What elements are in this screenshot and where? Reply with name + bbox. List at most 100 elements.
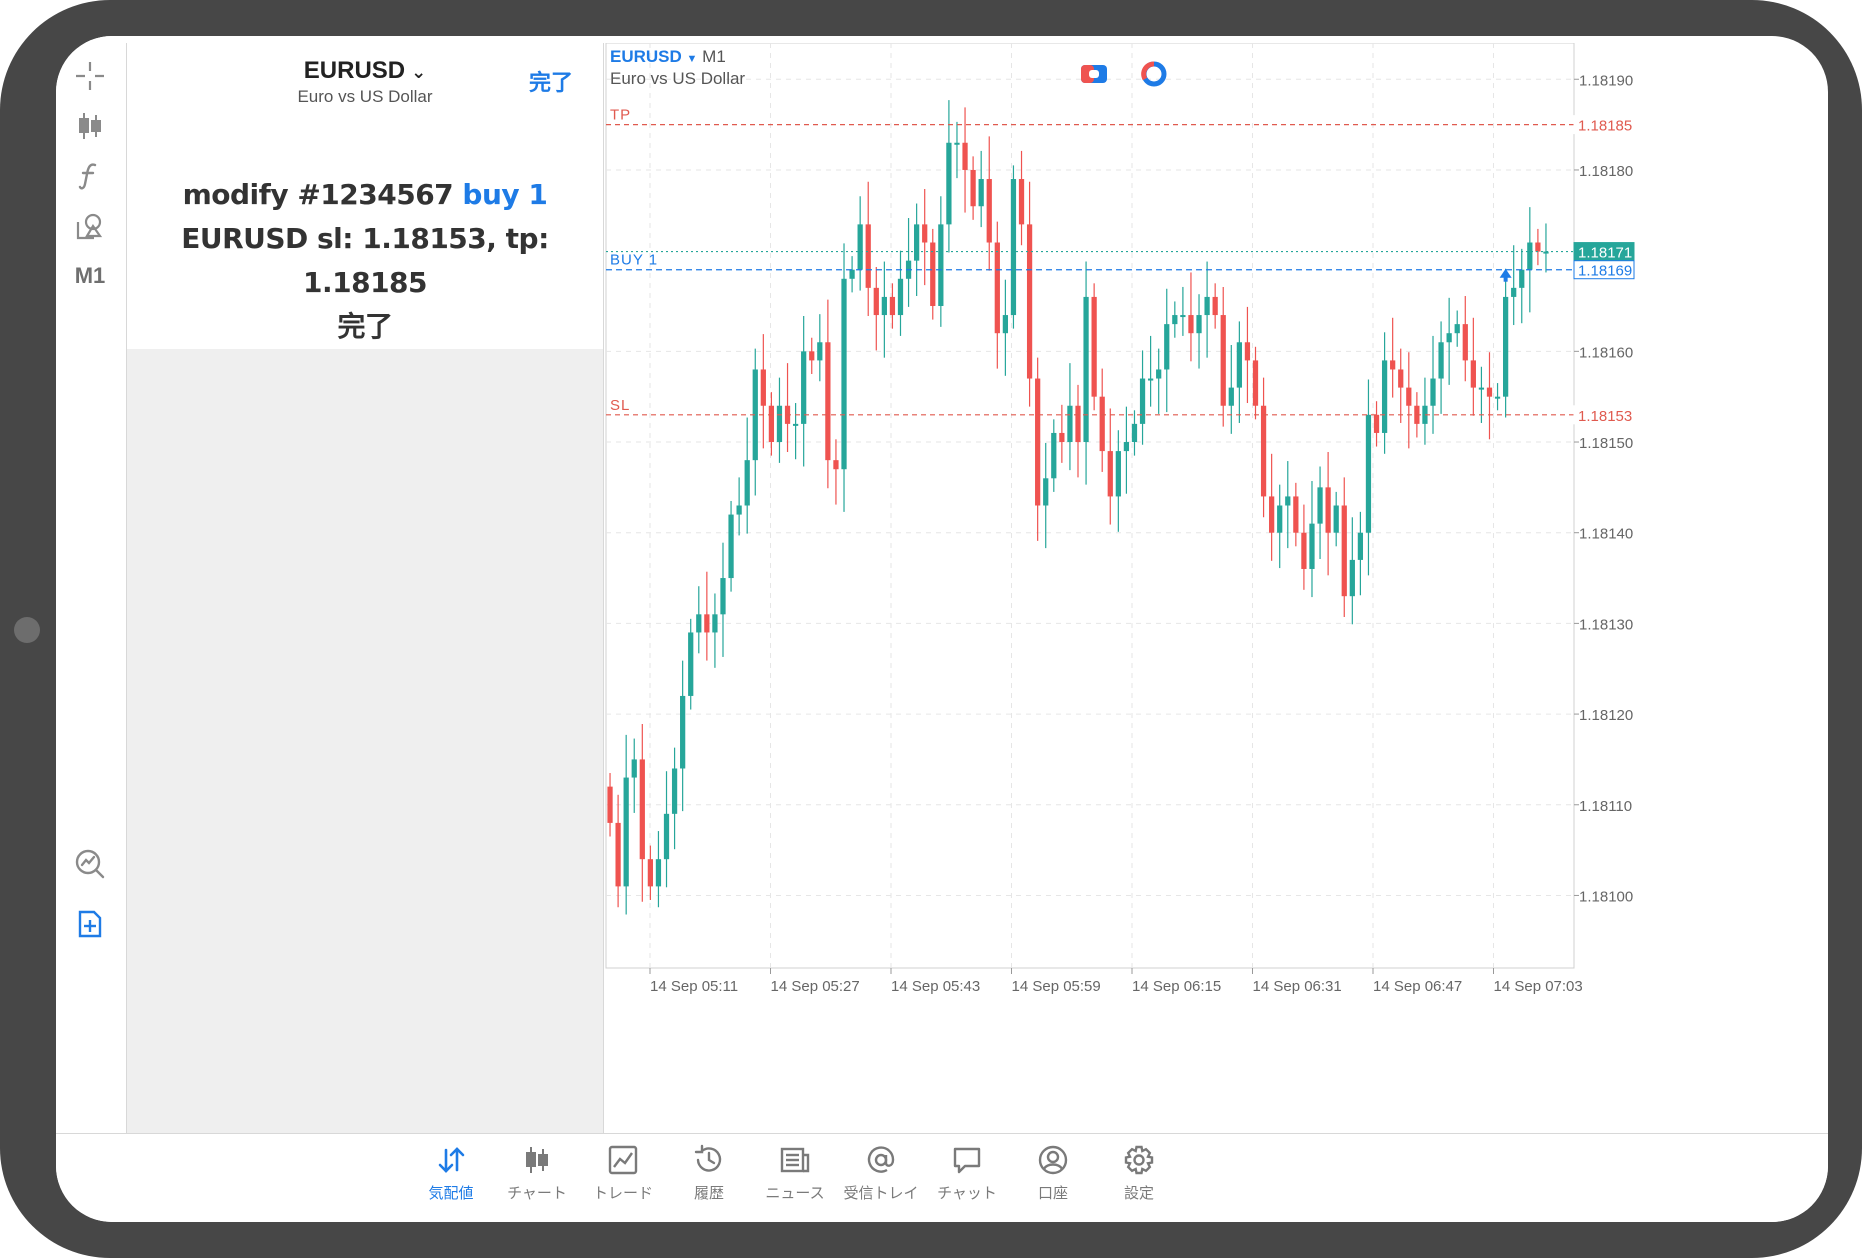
symbol-selector[interactable]: EURUSD ⌄ [127,57,603,85]
chart-symbol[interactable]: EURUSD ▼ M1 [610,47,726,67]
nav-quotes[interactable]: 気配値 [406,1144,496,1214]
signal-ring-icon[interactable] [1139,59,1169,89]
tp-label: TP [610,107,631,124]
candle-body [1083,296,1089,443]
buy-label: BUY 1 [610,252,658,269]
candle-body [663,813,670,860]
new-order-icon[interactable] [68,902,112,946]
symbol-description: Euro vs US Dollar [297,87,433,106]
candle-body [1043,478,1049,506]
candle-body [671,768,678,814]
tp-tag [1573,115,1635,135]
candle-body [1357,532,1364,560]
candle-body [1172,315,1178,325]
nav-label: ニュース [765,1184,825,1202]
one-click-trading-icon[interactable] [1079,59,1109,89]
trade-icon [608,1145,638,1175]
candle-body [1535,242,1541,252]
candle-body [1478,387,1485,390]
candle-body [881,296,887,316]
candle-body [1156,369,1162,379]
timeframe-button[interactable]: M1 [74,263,106,288]
y-tick-label: 1.18120 [1579,707,1633,724]
plot-frame [605,42,1575,969]
candle-body [1390,360,1396,370]
nav-history[interactable]: 履歴 [664,1144,754,1214]
nav-chat[interactable]: チャット [922,1144,1012,1214]
chart-type-icon[interactable] [68,104,112,148]
home-button[interactable] [14,617,40,643]
candle-body [1454,324,1460,334]
candle-body [1494,396,1501,399]
candle-body [688,632,694,696]
x-tick-label: 14 Sep 06:31 [1253,978,1342,995]
candle-body [1309,523,1315,569]
candle-body [1462,324,1468,361]
app-screen: M1 EURUSD ⌄ Euro vs US Dollar 完了 [56,36,1828,1222]
x-tick-label: 14 Sep 05:27 [771,978,860,995]
candle-body [768,405,775,443]
crosshair-icon[interactable] [68,54,112,98]
candle-body [1099,396,1105,452]
candle-body [1373,414,1380,433]
buy-arrow-stem [1503,276,1508,282]
nav-label: トレード [592,1184,653,1202]
candle-body [1527,242,1533,270]
nav-label: 口座 [1037,1184,1068,1202]
candle-body [752,369,758,461]
candle-body [1260,405,1267,497]
nav-label: チャット [937,1184,997,1202]
candle-body [946,142,952,225]
candle-body [1228,387,1234,406]
buy-tag-text: 1.18169 [1578,263,1632,280]
chart-canvas[interactable]: 1.18190 1.18180 1.18160 1.18150 1.18140 1.181… [604,42,1828,1133]
candle-body [1293,496,1299,533]
candle-body [1026,224,1033,379]
nav-trade[interactable]: トレード [578,1144,668,1214]
candle-body [841,278,847,470]
candle-body [1075,405,1081,443]
nav-account[interactable]: 口座 [1008,1144,1098,1214]
candle-body [1301,532,1307,569]
candle-body [623,777,629,887]
candle-body [1139,378,1146,424]
indicators-icon[interactable] [68,154,112,198]
y-tick-label: 1.18110 [1579,798,1632,815]
trade-result-panel: EURUSD ⌄ Euro vs US Dollar 完了 modify #123… [126,43,604,1133]
candle-body [615,822,621,887]
chat-icon [953,1147,981,1174]
objects-icon[interactable] [68,204,112,248]
nav-settings[interactable]: 設定 [1094,1144,1184,1214]
chart-toolbar: M1 [56,36,126,1133]
price-chart[interactable]: 1.18190 1.18180 1.18160 1.18150 1.18140 1.181… [604,42,1828,1133]
result-message: modify #1234567 buy 1 EURUSD sl: 1.18153… [137,173,593,349]
candle-body [857,224,863,270]
chart-symbol-name: EURUSD [610,47,682,66]
candle-body [930,242,936,306]
candle-body [978,179,984,207]
y-tick-label: 1.18130 [1579,616,1633,633]
candle-body [631,759,637,778]
history-icon [694,1144,722,1172]
nav-news[interactable]: ニュース [750,1144,840,1214]
nav-mailbox[interactable]: 受信トレイ [836,1144,926,1214]
done-button[interactable]: 完了 [528,70,573,95]
candle-body [760,369,766,406]
candle-body [1438,342,1444,379]
msg-action: buy 1 [462,178,548,211]
y-tick-label: 1.18100 [1579,888,1633,905]
candle-body [1051,432,1057,479]
analytics-icon[interactable] [68,842,112,886]
y-tick-label: 1.18160 [1579,344,1633,361]
nav-label: 受信トレイ [843,1184,919,1202]
mailbox-icon [867,1146,895,1173]
trade-result-card: EURUSD ⌄ Euro vs US Dollar 完了 modify #123… [127,43,603,349]
x-tick-label: 14 Sep 07:03 [1494,978,1583,995]
candle-body [1067,405,1073,443]
candle-body [817,342,823,361]
candle-body [1131,423,1138,443]
y-tick-label: 1.18150 [1579,435,1633,452]
y-tick-label: 1.18140 [1579,526,1633,543]
nav-chart[interactable]: チャート [492,1144,582,1214]
candle-body [736,505,742,515]
